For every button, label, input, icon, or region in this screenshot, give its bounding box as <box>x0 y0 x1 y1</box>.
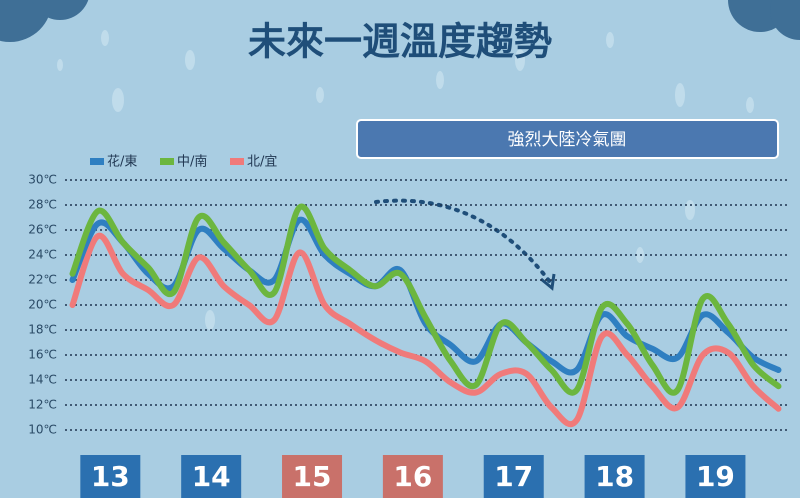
raindrop <box>185 50 195 70</box>
raindrop <box>205 310 215 330</box>
day-box <box>181 455 242 498</box>
legend-swatch <box>160 158 174 165</box>
raindrops <box>57 30 754 330</box>
y-tick-label: 14℃ <box>28 373 57 387</box>
day-box <box>80 455 141 498</box>
x-tick-label: 18 <box>595 460 634 493</box>
x-tick-label: 19 <box>696 460 735 493</box>
legend-label: 花/東 <box>107 154 137 170</box>
legend-swatch <box>90 158 104 165</box>
day-box <box>382 455 443 498</box>
y-tick-label: 22℃ <box>28 273 57 287</box>
legend-label: 北/宜 <box>247 155 277 170</box>
x-tick-label: 15 <box>293 460 332 493</box>
cloud <box>31 0 89 20</box>
y-tick-label: 16℃ <box>28 348 57 362</box>
trend-arrow <box>374 198 552 284</box>
raindrop <box>316 87 324 103</box>
day-box <box>282 455 343 498</box>
x-tick-label: 14 <box>192 460 231 493</box>
legend-swatch <box>230 158 244 165</box>
raindrop <box>606 32 614 48</box>
legend-label: 中/南 <box>177 154 207 170</box>
y-tick-label: 20℃ <box>28 298 57 312</box>
raindrop <box>101 30 109 46</box>
y-tick-label: 12℃ <box>28 398 57 412</box>
annotation-box <box>356 119 779 159</box>
y-tick-label: 18℃ <box>28 323 57 337</box>
raindrop <box>746 97 754 113</box>
day-box <box>584 455 645 498</box>
y-tick-label: 30℃ <box>28 173 57 187</box>
clouds <box>0 0 800 42</box>
series-line <box>69 203 782 396</box>
trend-arrow-head <box>540 273 556 291</box>
chart-title: 未來一週溫度趨勢 <box>248 20 552 64</box>
x-tick-label: 13 <box>91 460 130 493</box>
raindrop <box>436 71 444 89</box>
raindrop <box>112 88 124 112</box>
raindrop <box>515 49 525 71</box>
y-tick-label: 28℃ <box>28 198 57 212</box>
series-line <box>69 232 782 428</box>
x-tick-label: 16 <box>393 460 432 493</box>
raindrop <box>675 83 685 107</box>
y-tick-label: 26℃ <box>28 223 57 237</box>
x-tick-label: 17 <box>494 460 533 493</box>
raindrop <box>685 200 695 220</box>
day-box <box>483 455 544 498</box>
annotation: 強烈大陸冷氣團 <box>508 130 627 150</box>
cloud <box>770 0 800 40</box>
raindrop <box>57 59 63 71</box>
day-box <box>685 455 746 498</box>
y-tick-label: 10℃ <box>28 423 57 437</box>
y-tick-label: 24℃ <box>28 248 57 262</box>
